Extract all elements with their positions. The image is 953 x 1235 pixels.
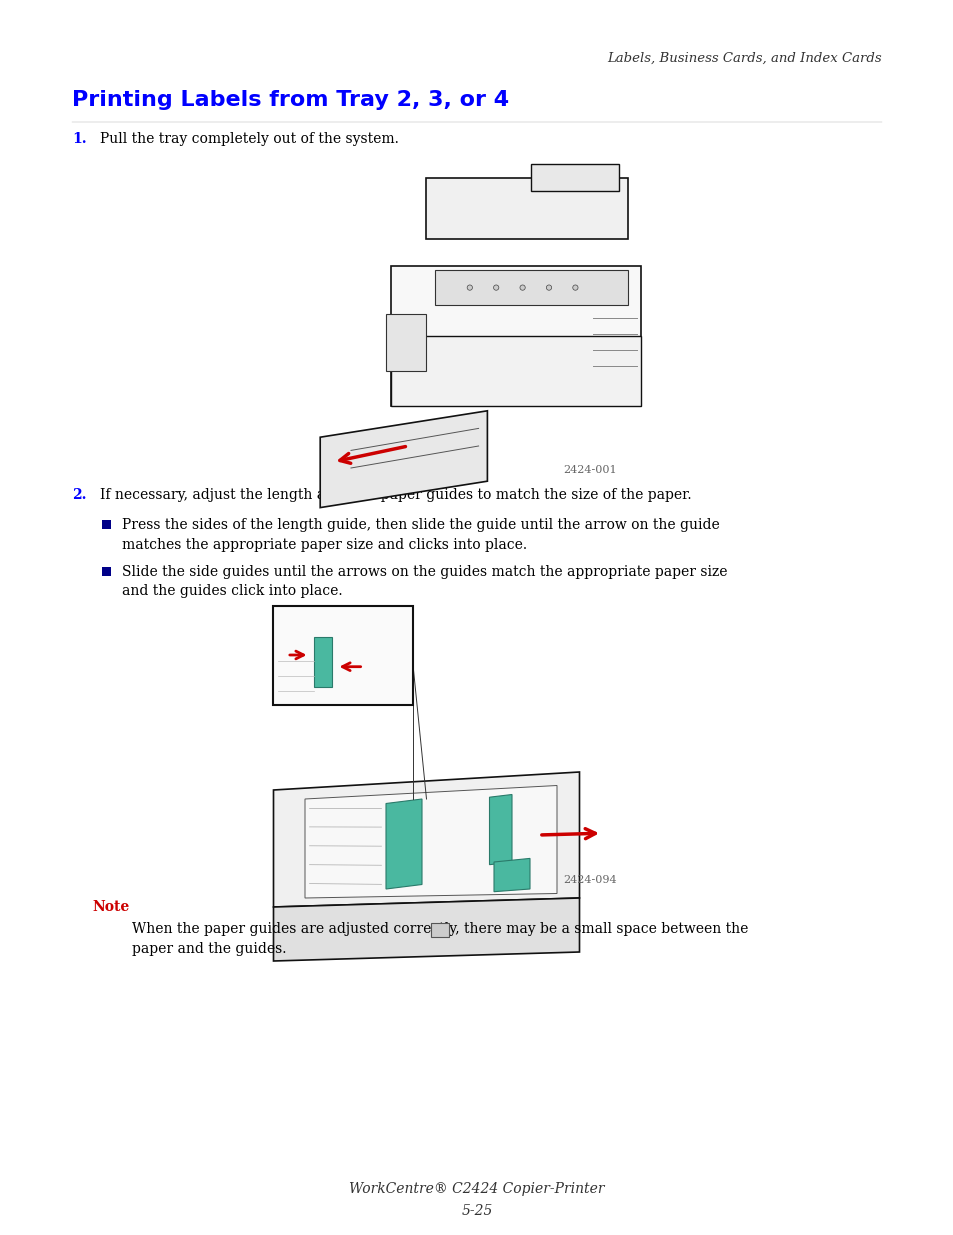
- Text: 1.: 1.: [71, 132, 87, 146]
- Circle shape: [519, 285, 525, 290]
- Text: When the paper guides are adjusted correctly, there may be a small space between: When the paper guides are adjusted corre…: [132, 923, 747, 956]
- Circle shape: [572, 285, 578, 290]
- Text: 2424-001: 2424-001: [562, 466, 617, 475]
- Polygon shape: [425, 178, 627, 240]
- Text: Labels, Business Cards, and Index Cards: Labels, Business Cards, and Index Cards: [607, 52, 882, 65]
- Text: WorkCentre® C2424 Copier-Printer: WorkCentre® C2424 Copier-Printer: [349, 1182, 604, 1195]
- Text: If necessary, adjust the length and side paper guides to match the size of the p: If necessary, adjust the length and side…: [100, 488, 691, 501]
- Polygon shape: [305, 785, 557, 898]
- Text: 5-25: 5-25: [461, 1204, 492, 1218]
- Polygon shape: [435, 270, 627, 305]
- Polygon shape: [531, 164, 618, 190]
- Polygon shape: [489, 794, 512, 864]
- Text: Note: Note: [91, 900, 129, 914]
- Text: Slide the side guides until the arrows on the guides match the appropriate paper: Slide the side guides until the arrows o…: [122, 564, 727, 599]
- Bar: [431, 924, 449, 936]
- Text: Printing Labels from Tray 2, 3, or 4: Printing Labels from Tray 2, 3, or 4: [71, 90, 509, 110]
- Polygon shape: [320, 411, 487, 508]
- Polygon shape: [274, 898, 578, 961]
- Polygon shape: [386, 314, 425, 372]
- Circle shape: [493, 285, 498, 290]
- Circle shape: [467, 285, 472, 290]
- Polygon shape: [314, 637, 332, 687]
- Text: Pull the tray completely out of the system.: Pull the tray completely out of the syst…: [100, 132, 398, 146]
- Bar: [102, 520, 111, 529]
- Text: Press the sides of the length guide, then slide the guide until the arrow on the: Press the sides of the length guide, the…: [122, 517, 719, 552]
- Polygon shape: [390, 336, 640, 406]
- Text: 2.: 2.: [71, 488, 87, 501]
- Polygon shape: [390, 266, 640, 406]
- Polygon shape: [274, 772, 578, 906]
- Polygon shape: [494, 858, 530, 892]
- Bar: [102, 567, 111, 576]
- Polygon shape: [386, 799, 421, 889]
- Text: 2424-094: 2424-094: [562, 876, 617, 885]
- Bar: [274, 605, 413, 704]
- Circle shape: [546, 285, 551, 290]
